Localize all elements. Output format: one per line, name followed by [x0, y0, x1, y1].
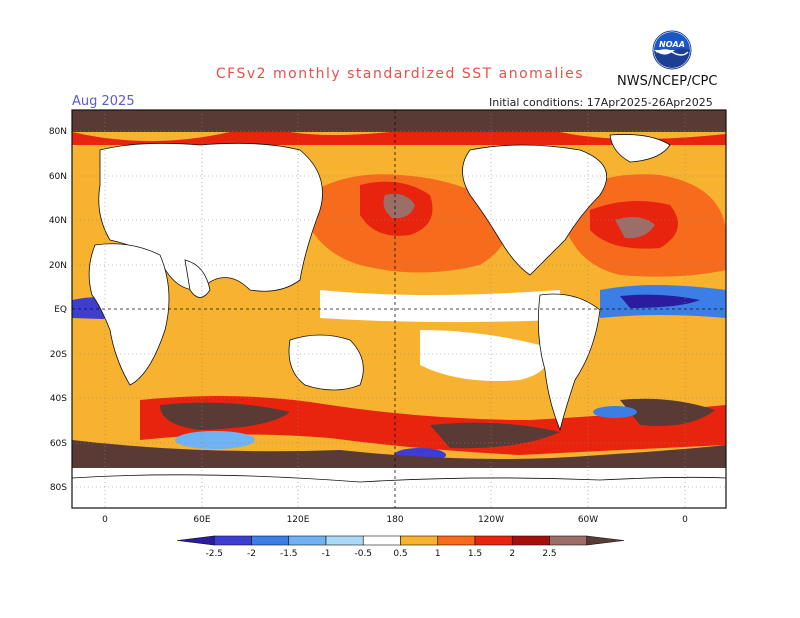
south-america-land	[537, 293, 601, 432]
longitude-label: 60W	[578, 515, 598, 525]
southern-ocean-extreme-warm-3	[620, 398, 715, 426]
latitude-label: EQ	[54, 305, 67, 315]
logo-text: NOAA	[659, 40, 685, 49]
antarctic-anomaly-band	[72, 440, 726, 468]
longitude-label: 60E	[193, 515, 210, 525]
longitude-label: 120E	[287, 515, 310, 525]
map-frame	[71, 109, 727, 509]
southern-ocean-extreme-warm-2	[430, 422, 560, 449]
north-pacific-extreme-warm	[383, 193, 415, 219]
africa-land	[88, 243, 170, 386]
arctic-warm-fringe	[72, 132, 726, 145]
equatorial-atlantic-strong-cold	[620, 294, 700, 308]
southern-ocean-extreme-warm-1	[160, 402, 290, 430]
longitude-labels: 0 60E 120E 180 120W 60W 0	[102, 515, 688, 525]
southern-cold-patch-1	[175, 431, 255, 449]
latitude-labels: 80N 60N 40N 20N EQ 20S 40S 60S 80S	[49, 127, 67, 493]
australia-land	[288, 334, 364, 391]
arctic-anomaly-band	[72, 110, 726, 132]
longitude-label: 120W	[478, 515, 504, 525]
longitude-label: 180	[386, 515, 403, 525]
north-atlantic-extreme-warm	[615, 216, 655, 239]
longitude-label: 0	[682, 515, 688, 525]
initial-conditions-label: Initial conditions: 17Apr2025-26Apr2025	[489, 96, 713, 109]
latitude-label: 20N	[49, 261, 67, 271]
india-land	[184, 259, 211, 298]
land-masses	[72, 134, 726, 508]
latitude-label: 80N	[49, 127, 67, 137]
antarctica-land	[72, 474, 726, 508]
chart-title: CFSv2 monthly standardized SST anomalies	[215, 66, 585, 82]
valid-month-label: Aug 2025	[72, 94, 135, 109]
greenland-land	[609, 134, 671, 163]
north-america-land	[462, 144, 608, 276]
latitude-label: 40N	[49, 216, 67, 226]
agency-label: NWS/NCEP/CPC	[617, 74, 718, 89]
southern-cold-patch-3	[593, 406, 637, 418]
latitude-label: 40S	[50, 394, 67, 404]
map-grid	[72, 110, 726, 508]
noaa-logo: NOAA	[652, 30, 692, 70]
latitude-label: 60S	[50, 439, 67, 449]
longitude-label: 0	[102, 515, 108, 525]
equatorial-pacific-neutral	[320, 290, 560, 323]
south-pacific-neutral	[420, 330, 547, 381]
latitude-label: 80S	[50, 483, 67, 493]
latitude-label: 20S	[50, 350, 67, 360]
latitude-label: 60N	[49, 172, 67, 182]
